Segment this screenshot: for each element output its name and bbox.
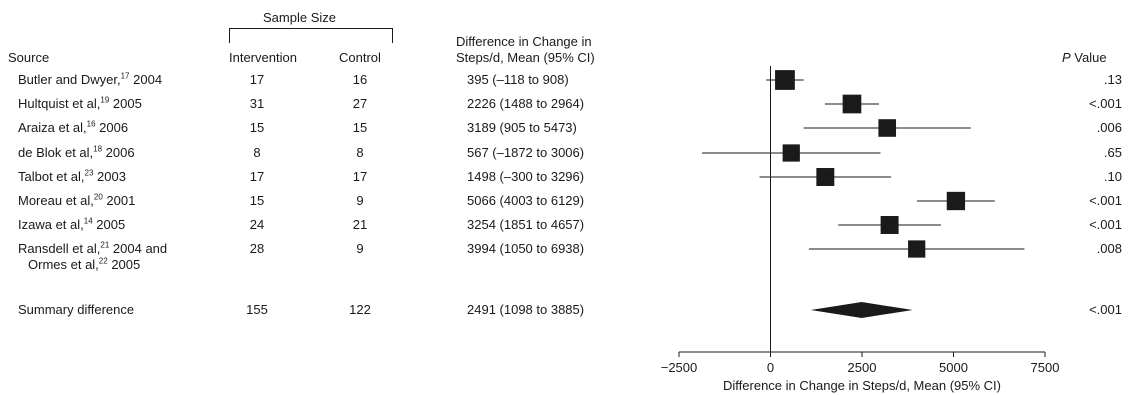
source-year: 2006	[95, 120, 129, 135]
intervention-cell: 17	[249, 72, 265, 87]
summary-label: Summary difference	[18, 302, 135, 317]
control-header: Control	[339, 50, 381, 65]
point-estimate-square	[775, 70, 795, 90]
source-year: 2001	[102, 193, 136, 208]
point-estimate-square	[816, 168, 835, 186]
control-cell: 17	[352, 169, 368, 184]
x-axis-label: Difference in Change in Steps/d, Mean (9…	[723, 378, 1001, 393]
source-year: 2004 and	[109, 241, 168, 256]
source-year: 2005	[92, 217, 126, 232]
source-year: 2005	[109, 96, 142, 111]
difference-cell: 3189 (905 to 5473)	[467, 120, 577, 135]
source-cell: Talbot et al,23 2003	[18, 169, 126, 184]
point-estimate-square	[908, 240, 926, 258]
source-cell: Araiza et al,16 2006	[18, 120, 128, 135]
p-value-cell: .65	[1103, 145, 1122, 160]
source-cell: Moreau et al,20 2001	[18, 193, 135, 208]
source-year: 2004	[129, 72, 163, 87]
x-tick-label: 5000	[939, 360, 968, 375]
control-cell: 16	[352, 72, 368, 87]
p-value-cell: .10	[1103, 169, 1122, 184]
control-cell: 27	[352, 96, 368, 111]
difference-cell: 5066 (4003 to 6129)	[467, 193, 585, 208]
source-year: 2005	[107, 257, 141, 272]
source-name: Ormes et al,	[28, 257, 99, 272]
point-estimate-square	[782, 144, 800, 162]
p-rest: Value	[1070, 50, 1107, 65]
source-cell: Hultquist et al,19 2005	[18, 96, 142, 111]
source-cell: Ransdell et al,21 2004 and	[18, 241, 167, 256]
summary-difference: 2491 (1098 to 3885)	[467, 302, 585, 317]
source-year: 2006	[102, 145, 135, 160]
source-header: Source	[8, 50, 50, 65]
source-name: de Blok et al,	[18, 145, 94, 160]
intervention-cell: 31	[249, 96, 265, 111]
source-name: Hultquist et al,	[18, 96, 101, 111]
p-value-cell: <.001	[1089, 193, 1122, 208]
source-name: Moreau et al,	[18, 193, 94, 208]
source-cell: Izawa et al,14 2005	[18, 217, 125, 232]
p-value-cell: <.001	[1089, 96, 1122, 111]
p-value-cell: .008	[1096, 241, 1122, 256]
source-ref: 17	[120, 71, 130, 81]
x-tick-label: −2500	[661, 360, 698, 375]
source-name: Izawa et al,	[18, 217, 84, 232]
x-tick-label: 7500	[1031, 360, 1060, 375]
summary-diamond	[810, 302, 913, 318]
source-name: Butler and Dwyer,	[18, 72, 121, 87]
p-value-cell: .13	[1103, 72, 1122, 87]
point-estimate-square	[842, 94, 862, 114]
difference-header-line2: Steps/d, Mean (95% CI)	[456, 50, 595, 65]
difference-cell: 3994 (1050 to 6938)	[467, 241, 585, 256]
x-tick-label: 0	[767, 360, 774, 375]
difference-header-line1: Difference in Change in	[456, 34, 592, 49]
intervention-cell: 15	[249, 193, 265, 208]
source-ref: 16	[86, 119, 96, 129]
control-cell: 8	[356, 145, 364, 160]
intervention-cell: 24	[249, 217, 265, 232]
difference-cell: 395 (–118 to 908)	[467, 72, 569, 87]
summary-control: 122	[349, 302, 371, 317]
control-cell: 9	[356, 241, 364, 256]
p-value-cell: <.001	[1089, 217, 1122, 232]
intervention-cell: 17	[249, 169, 265, 184]
source-ref: 18	[93, 144, 103, 154]
source-year: 2003	[93, 169, 126, 184]
source-name: Araiza et al,	[18, 120, 87, 135]
source-ref: 23	[84, 168, 94, 178]
source-ref: 19	[100, 95, 110, 105]
x-tick-label: 2500	[848, 360, 877, 375]
p-italic: P	[1062, 50, 1071, 65]
source-ref: 22	[98, 256, 108, 266]
source-name: Ransdell et al,	[18, 241, 101, 256]
point-estimate-square	[880, 216, 899, 234]
difference-cell: 567 (–1872 to 3006)	[467, 145, 585, 160]
control-cell: 9	[356, 193, 364, 208]
summary-intervention: 155	[246, 302, 268, 317]
intervention-cell: 28	[249, 241, 265, 256]
control-cell: 21	[352, 217, 368, 232]
summary-p-value: <.001	[1089, 302, 1122, 317]
p-value-header: P Value	[1062, 50, 1107, 65]
point-estimate-square	[946, 191, 966, 211]
source-name: Talbot et al,	[18, 169, 85, 184]
intervention-cell: 8	[253, 145, 261, 160]
control-cell: 15	[352, 120, 368, 135]
difference-cell: 2226 (1488 to 2964)	[467, 96, 585, 111]
source-ref: 14	[83, 216, 93, 226]
intervention-header: Intervention	[229, 50, 297, 65]
source-ref: 20	[93, 192, 103, 202]
source-cell: de Blok et al,18 2006	[18, 145, 135, 160]
point-estimate-square	[878, 119, 897, 137]
intervention-cell: 15	[249, 120, 265, 135]
difference-cell: 1498 (–300 to 3296)	[467, 169, 585, 184]
sample-size-header: Sample Size	[263, 10, 336, 25]
p-value-cell: .006	[1096, 120, 1122, 135]
source-ref: 21	[100, 240, 110, 250]
source-cell: Butler and Dwyer,17 2004	[18, 72, 162, 87]
difference-cell: 3254 (1851 to 4657)	[467, 217, 585, 232]
sample-size-bracket	[229, 28, 393, 43]
source-cell-line2: Ormes et al,22 2005	[28, 257, 140, 272]
